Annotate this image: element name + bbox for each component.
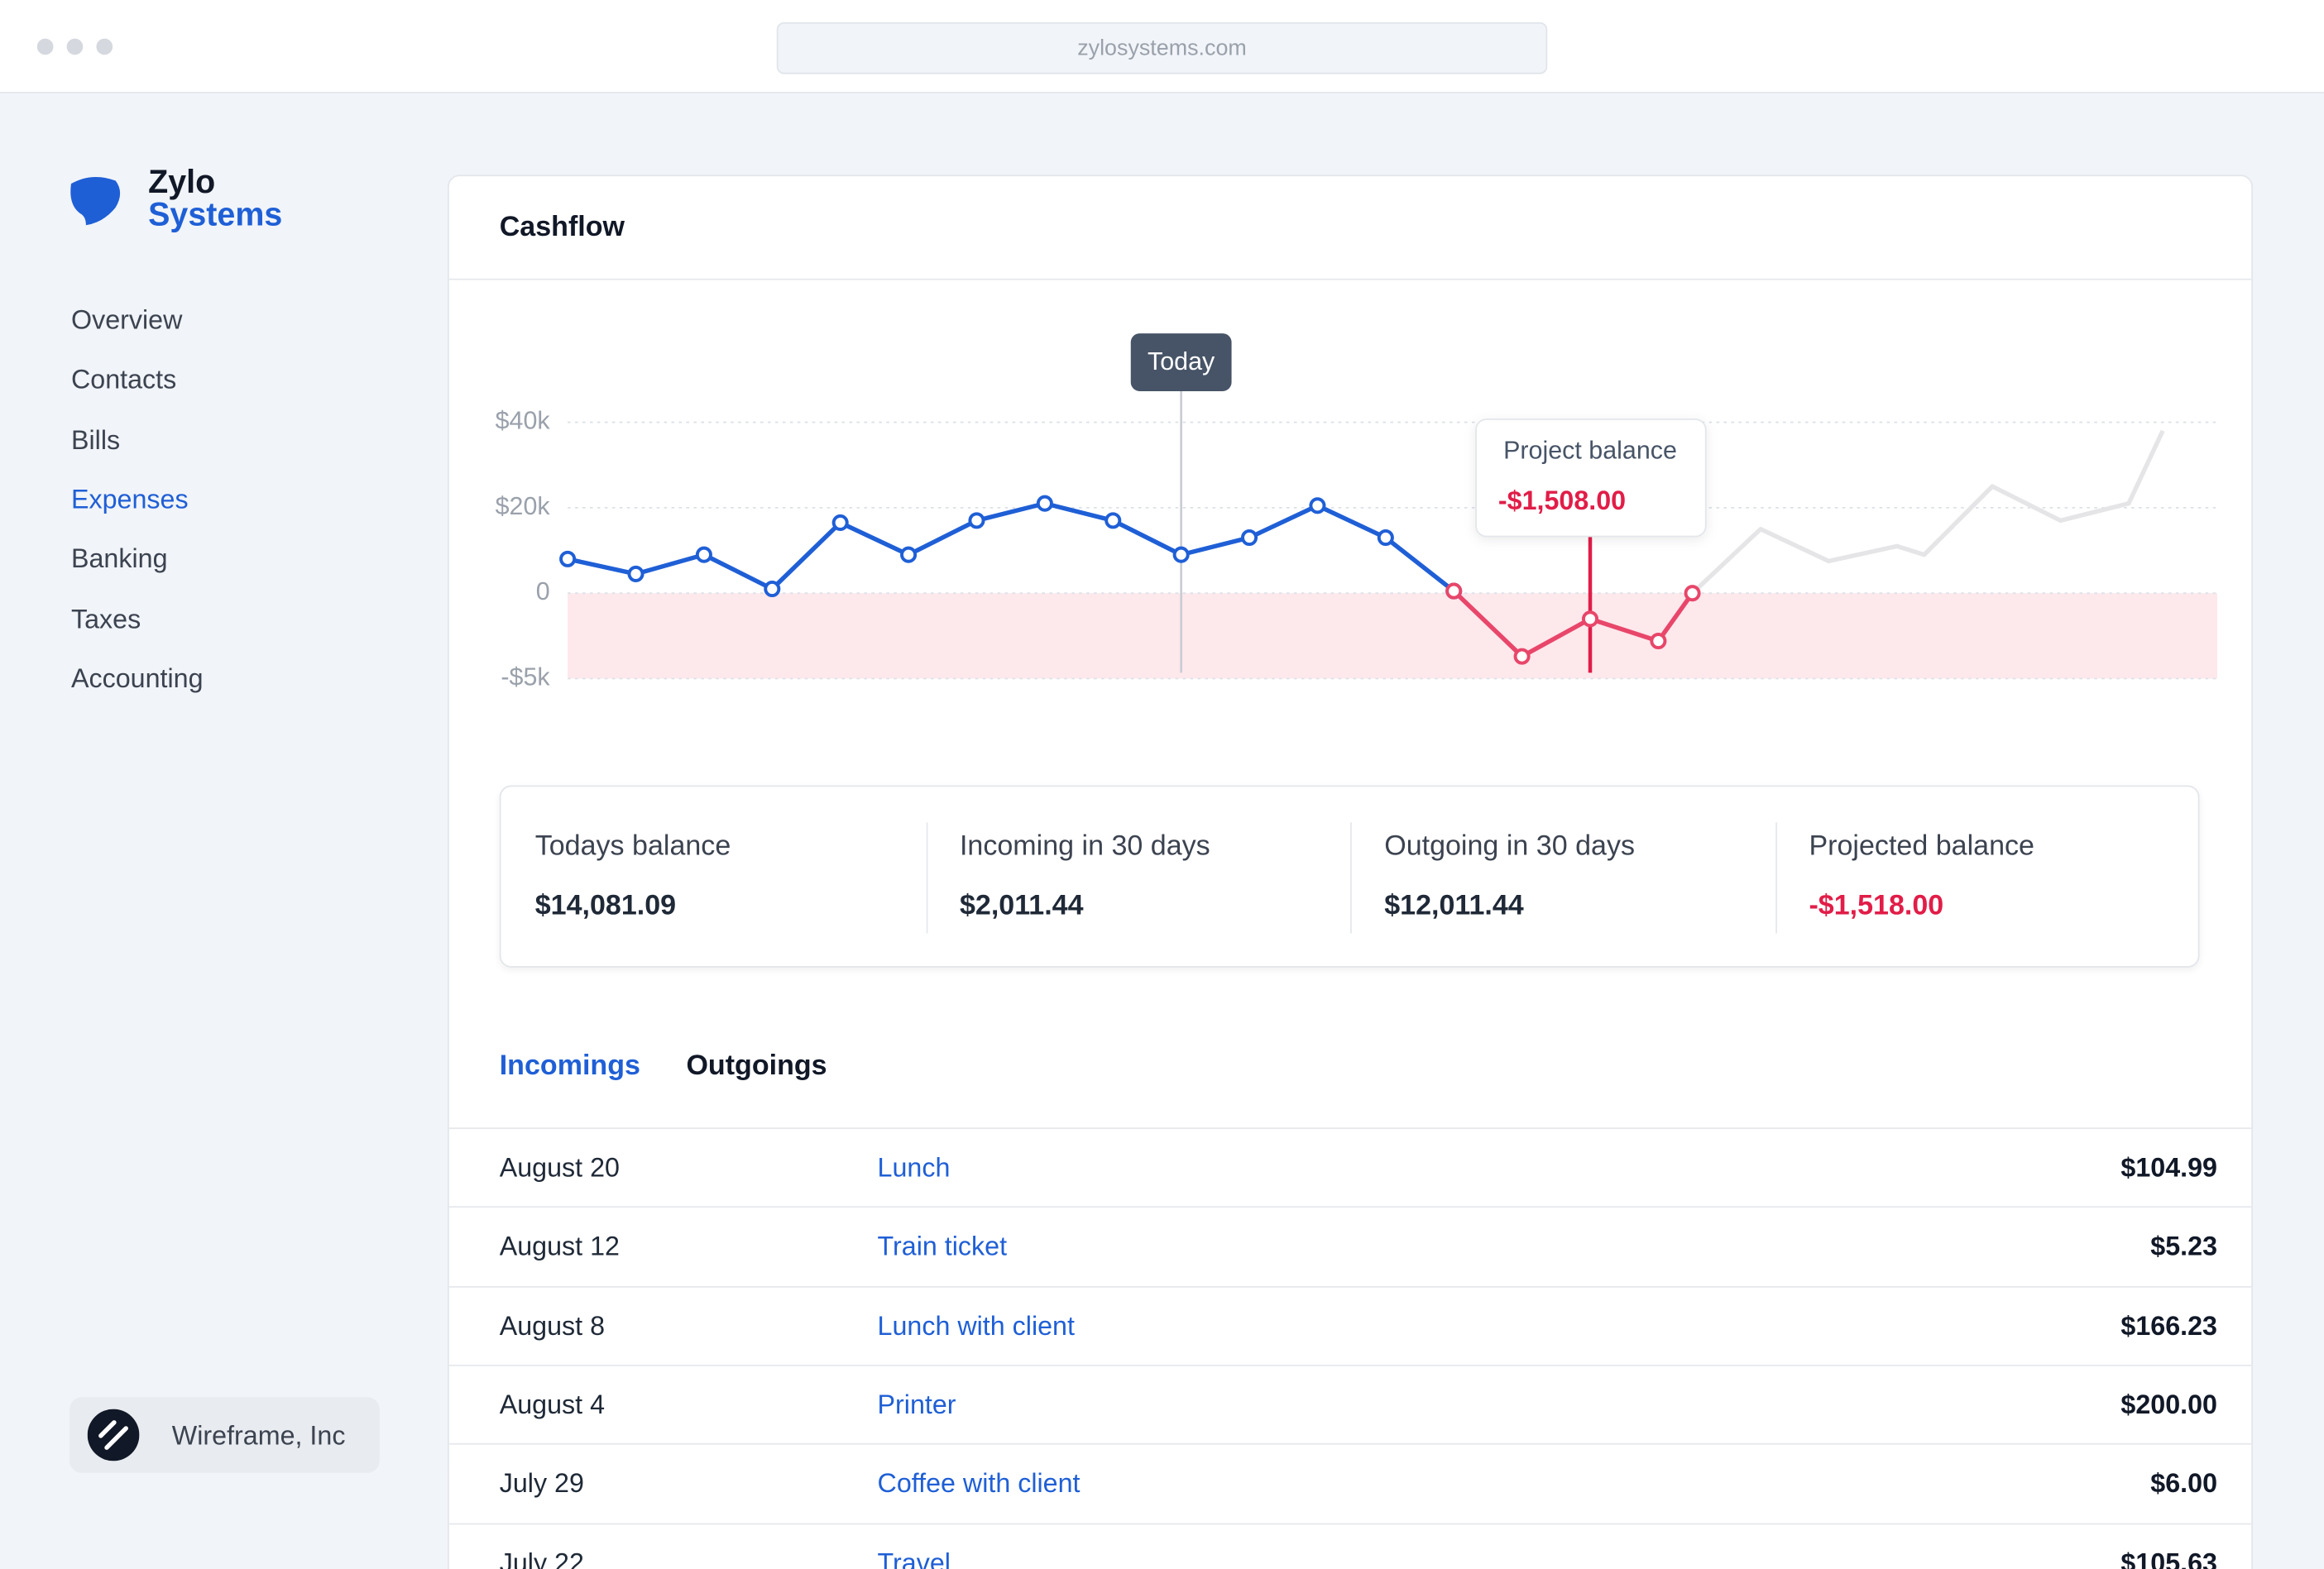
date: August 8	[499, 1310, 606, 1341]
tab[interactable]: Outgoings	[686, 1050, 827, 1082]
point	[1581, 610, 1599, 628]
workspace-icon	[87, 1409, 140, 1461]
window-dot	[66, 38, 84, 55]
tooltip	[1475, 419, 1707, 538]
workspace[interactable]: Wireframe, Inc	[69, 1397, 380, 1473]
table-row[interactable]: July 29 Coffee with client $6.00	[448, 1443, 2252, 1524]
date: August 4	[499, 1390, 606, 1420]
table-row[interactable]: July 22 Travel $105.63	[448, 1522, 2252, 1569]
date: July 22	[499, 1547, 584, 1569]
chart: -$5k 0 $20k $40k Today Project balance -$1,508…	[496, 333, 2218, 691]
table-row[interactable]: August 12 Train ticket $5.23	[448, 1206, 2252, 1287]
date: August 12	[499, 1232, 620, 1262]
point	[559, 550, 577, 567]
description[interactable]: Coffee with client	[877, 1468, 1081, 1499]
stat-value: -$1,518.00	[1809, 890, 1944, 922]
divider	[448, 278, 2252, 280]
point	[968, 512, 985, 529]
point	[695, 546, 712, 563]
window-dot	[96, 38, 113, 55]
stat-label: Projected balance	[1809, 831, 2034, 863]
stat-divider	[1350, 822, 1352, 934]
point	[900, 546, 918, 563]
stat-divider	[925, 822, 927, 934]
point	[1036, 495, 1053, 512]
y-tick-label: -$5k	[501, 663, 550, 691]
amount: $105.63	[2120, 1547, 2218, 1569]
nav-item[interactable]: Contacts	[70, 365, 177, 395]
point	[1309, 497, 1326, 514]
tooltip-title: Project balance	[1503, 436, 1677, 464]
stat-label: Incoming in 30 days	[959, 831, 1210, 863]
url-bar[interactable]: zylosystems.com	[776, 22, 1548, 74]
negative-zone	[568, 593, 2218, 679]
today-label: Today	[1148, 347, 1215, 376]
nav-item[interactable]: Taxes	[70, 604, 141, 634]
stat-value: $2,011.44	[959, 890, 1084, 922]
point	[1684, 585, 1701, 602]
tab[interactable]: Incomings	[499, 1050, 640, 1082]
description[interactable]: Lunch with client	[877, 1310, 1075, 1341]
tooltip-value: -$1,508.00	[1498, 486, 1626, 515]
point	[1650, 632, 1667, 650]
nav-item[interactable]: Banking	[70, 543, 168, 574]
point	[831, 514, 849, 531]
stat-value: $12,011.44	[1384, 890, 1524, 922]
card-title: Cashflow	[499, 212, 625, 243]
series-line	[1690, 429, 2165, 596]
brand-1: Zylo	[148, 163, 216, 200]
stat-value: $14,081.09	[534, 890, 677, 922]
window-dot	[36, 38, 54, 55]
table-row[interactable]: August 4 Printer $200.00	[448, 1364, 2252, 1445]
stat-divider	[1775, 822, 1777, 934]
browser-bar: zylosystems.com	[0, 0, 2324, 93]
y-tick-label: $40k	[496, 407, 551, 435]
stat-label: Todays balance	[534, 831, 731, 863]
description[interactable]: Train ticket	[877, 1232, 1008, 1262]
y-tick-label: 0	[536, 577, 550, 605]
description[interactable]: Lunch	[877, 1152, 951, 1183]
point	[1104, 512, 1122, 529]
date: July 29	[499, 1468, 584, 1499]
amount: $5.23	[2150, 1232, 2218, 1262]
point	[1241, 529, 1258, 547]
nav-item[interactable]: Expenses	[70, 484, 189, 514]
stats-panel: Todays balance $14,081.09 Incoming in 30 d…	[499, 785, 2200, 968]
nav-item[interactable]: Accounting	[70, 663, 204, 694]
nav-item[interactable]: Overview	[70, 305, 183, 335]
brand-2: Systems	[148, 195, 283, 233]
point	[627, 565, 644, 582]
point	[764, 580, 781, 598]
table-row[interactable]: August 20 Lunch $104.99	[448, 1127, 2252, 1208]
table-row[interactable]: August 8 Lunch with client $166.23	[448, 1285, 2252, 1366]
point	[1513, 648, 1531, 665]
logo	[70, 176, 121, 226]
series-line	[567, 501, 1455, 593]
point	[1377, 529, 1394, 547]
stat-label: Outgoing in 30 days	[1384, 831, 1635, 863]
amount: $166.23	[2120, 1310, 2218, 1341]
workspace-name: Wireframe, Inc	[171, 1421, 346, 1451]
description[interactable]: Travel	[877, 1547, 951, 1569]
point	[1172, 546, 1190, 563]
y-tick-label: $20k	[496, 492, 551, 520]
point	[1445, 582, 1463, 600]
amount: $6.00	[2150, 1468, 2218, 1499]
description[interactable]: Printer	[877, 1390, 956, 1420]
today-tag	[1130, 333, 1232, 391]
amount: $200.00	[2120, 1390, 2218, 1420]
nav-item[interactable]: Bills	[70, 424, 121, 455]
amount: $104.99	[2120, 1152, 2218, 1183]
date: August 20	[499, 1152, 620, 1183]
